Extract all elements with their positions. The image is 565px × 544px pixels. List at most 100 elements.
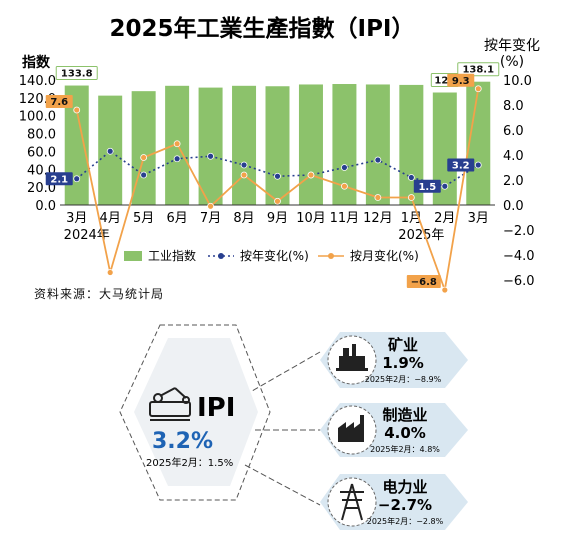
x-tick-label: 7月: [200, 211, 221, 226]
right-tick-label: −2.0: [503, 224, 535, 239]
x-tick-label: 2月: [434, 211, 455, 226]
right-axis-ticks: −6.0 −4.0 −2.0 0.0 2.0 4.0 6.0 8.0 10.0: [503, 74, 535, 289]
yoy-point: [407, 174, 415, 181]
data-label: 7.6: [50, 97, 68, 108]
x-tick-label: 6月: [166, 211, 187, 226]
left-tick-label: 80.0: [27, 128, 56, 143]
index-bar: [198, 87, 223, 205]
right-axis-label: 按年变化: [484, 38, 540, 54]
yoy-point: [140, 171, 148, 179]
connector-mining: [244, 351, 321, 396]
sector-mining: 矿业 1.9% 2025年2月：−8.9%: [320, 332, 468, 388]
mining-value: 1.9%: [382, 354, 424, 372]
x-tick-label: 4月: [100, 211, 121, 226]
manufacturing-name: 制造业: [382, 406, 427, 424]
data-label-box: [447, 73, 475, 87]
data-label-box: [45, 95, 73, 108]
data-label: 126: [434, 76, 455, 87]
index-bar: [265, 86, 290, 205]
x-tick-label: 3月: [468, 211, 489, 226]
left-axis-label: 指数: [22, 54, 51, 71]
mom-point: [274, 197, 281, 205]
ipi-hexagon-outline: [119, 324, 271, 501]
yoy-point: [441, 182, 449, 190]
yoy-point: [73, 175, 81, 183]
x-tick-label: 8月: [233, 211, 254, 226]
mom-point: [240, 171, 248, 179]
yoy-point: [106, 147, 114, 155]
data-label: 2.1: [50, 174, 68, 185]
mom-point: [341, 182, 348, 190]
legend: 工业指数 按年变化(%) 按月变化(%): [124, 248, 419, 263]
right-tick-label: 6.0: [503, 124, 524, 139]
manufacturing-previous: 2025年2月：4.8%: [370, 444, 440, 454]
data-label-box: [457, 62, 500, 77]
power-tower-icon: [340, 483, 364, 521]
left-tick-label: 100.0: [19, 110, 56, 125]
x-tick-label: 10月: [296, 211, 326, 226]
mom-point: [207, 202, 214, 210]
robot-arm-icon: [149, 387, 191, 421]
right-tick-label: 10.0: [503, 74, 532, 89]
right-tick-label: 0.0: [503, 199, 524, 214]
source-note: 资料来源：大马统计局: [34, 287, 165, 301]
connector-power: [244, 464, 321, 506]
legend-swatch-bar: [124, 251, 142, 261]
ipi-label: IPI: [197, 393, 235, 423]
yoy-point: [207, 152, 214, 160]
right-tick-label: −6.0: [503, 274, 535, 289]
ipi-hexagon-fill: [134, 338, 258, 486]
right-tick-label: 2.0: [503, 174, 524, 189]
mom-point: [441, 286, 449, 294]
data-label: −6.8: [411, 277, 437, 288]
data-label: 133.8: [61, 69, 93, 80]
sector-power: 电力业 −2.7% 2025年2月：−2.8%: [320, 474, 468, 530]
legend-label: 按月变化(%): [350, 248, 419, 263]
data-label: 9.3: [452, 76, 470, 87]
mom-point: [73, 106, 81, 114]
yoy-point: [240, 161, 248, 169]
data-labels: 133.8 126 138.1 2.1 1.5 3.2 7.6 −6.8 9.3: [45, 62, 500, 288]
mom-point: [173, 140, 181, 148]
manufacturing-value: 4.0%: [384, 424, 426, 442]
data-label-box: [447, 158, 475, 172]
left-tick-label: 0.0: [35, 199, 56, 214]
factory-icon: [338, 415, 364, 442]
mom-point: [140, 154, 148, 161]
power-name: 电力业: [382, 478, 427, 496]
chart-title: 2025年工業生產指數（IPI）: [110, 15, 415, 42]
yoy-point: [274, 172, 281, 180]
ipi-previous: 2025年2月：1.5%: [146, 456, 233, 469]
data-label: 138.1: [462, 65, 494, 76]
x-tick-label: 9月: [267, 211, 288, 226]
power-previous: 2025年2月：−2.8%: [367, 516, 444, 526]
x-tick-label: 12月: [363, 211, 393, 226]
legend-label: 按年变化(%): [240, 248, 309, 263]
yoy-point: [173, 155, 181, 163]
year-label: 2025年: [398, 228, 444, 243]
data-label-box: [45, 172, 73, 186]
data-label-box: [413, 179, 441, 193]
x-tick-label: 5月: [133, 211, 154, 226]
index-bar: [365, 84, 390, 205]
left-tick-label: 60.0: [27, 145, 56, 160]
right-tick-label: 4.0: [503, 149, 524, 164]
ipi-chart: 2025年工業生產指數（IPI） 指数 按年变化 (%) 0.020.040.0…: [19, 15, 540, 294]
right-axis-unit: (%): [500, 54, 524, 70]
left-tick-label: 140.0: [19, 74, 56, 89]
power-value: −2.7%: [378, 496, 432, 514]
index-bar: [232, 85, 257, 205]
yoy-point: [341, 164, 348, 171]
mom-point: [106, 269, 114, 276]
ipi-value: 3.2%: [152, 429, 213, 454]
legend-swatch-marker: [218, 253, 224, 259]
yoy-point: [374, 156, 382, 164]
x-tick-label: 11月: [330, 211, 360, 226]
data-label: 3.2: [452, 161, 470, 172]
sector-manufacturing: 制造业 4.0% 2025年2月：4.8%: [320, 403, 468, 457]
data-label-box: [55, 66, 98, 81]
right-tick-label: −4.0: [503, 249, 535, 264]
mining-name: 矿业: [388, 336, 418, 354]
